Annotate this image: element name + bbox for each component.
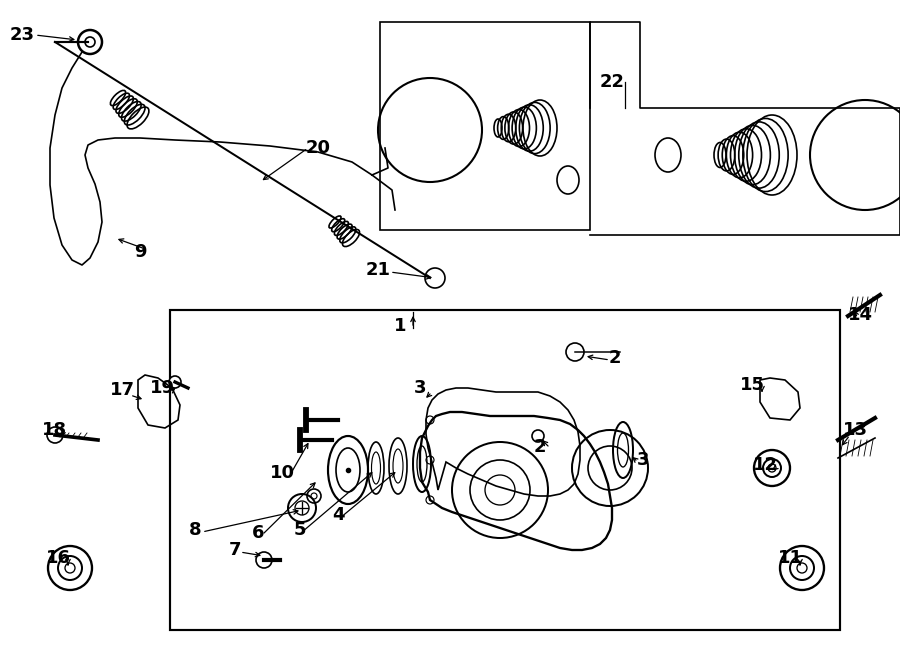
- Text: 15: 15: [740, 376, 764, 394]
- Text: 7: 7: [229, 541, 241, 559]
- Text: 2: 2: [608, 349, 621, 367]
- Text: 4: 4: [332, 506, 344, 524]
- Circle shape: [288, 494, 316, 522]
- Text: 2: 2: [534, 438, 546, 456]
- Text: 12: 12: [752, 456, 778, 474]
- Text: 19: 19: [149, 379, 175, 397]
- Bar: [170, 310, 840, 630]
- Text: 20: 20: [305, 139, 330, 157]
- Text: 11: 11: [778, 549, 803, 567]
- Circle shape: [47, 427, 63, 443]
- Text: 8: 8: [189, 521, 202, 539]
- Text: 23: 23: [10, 26, 34, 44]
- Circle shape: [754, 450, 790, 486]
- Text: 17: 17: [110, 381, 134, 399]
- Text: 9: 9: [134, 243, 146, 261]
- Text: 3: 3: [637, 451, 649, 469]
- Text: 18: 18: [42, 421, 68, 439]
- Text: 1: 1: [394, 317, 406, 335]
- Bar: [380, 22, 590, 230]
- Text: 13: 13: [842, 421, 868, 439]
- Text: 21: 21: [365, 261, 391, 279]
- Text: 6: 6: [252, 524, 265, 542]
- Text: 5: 5: [293, 521, 306, 539]
- Text: 10: 10: [269, 464, 294, 482]
- Circle shape: [256, 552, 272, 568]
- Text: 14: 14: [848, 306, 872, 324]
- Circle shape: [780, 546, 824, 590]
- Text: 16: 16: [46, 549, 70, 567]
- Text: 22: 22: [599, 73, 625, 91]
- Circle shape: [48, 546, 92, 590]
- Circle shape: [169, 376, 181, 388]
- Text: 3: 3: [414, 379, 427, 397]
